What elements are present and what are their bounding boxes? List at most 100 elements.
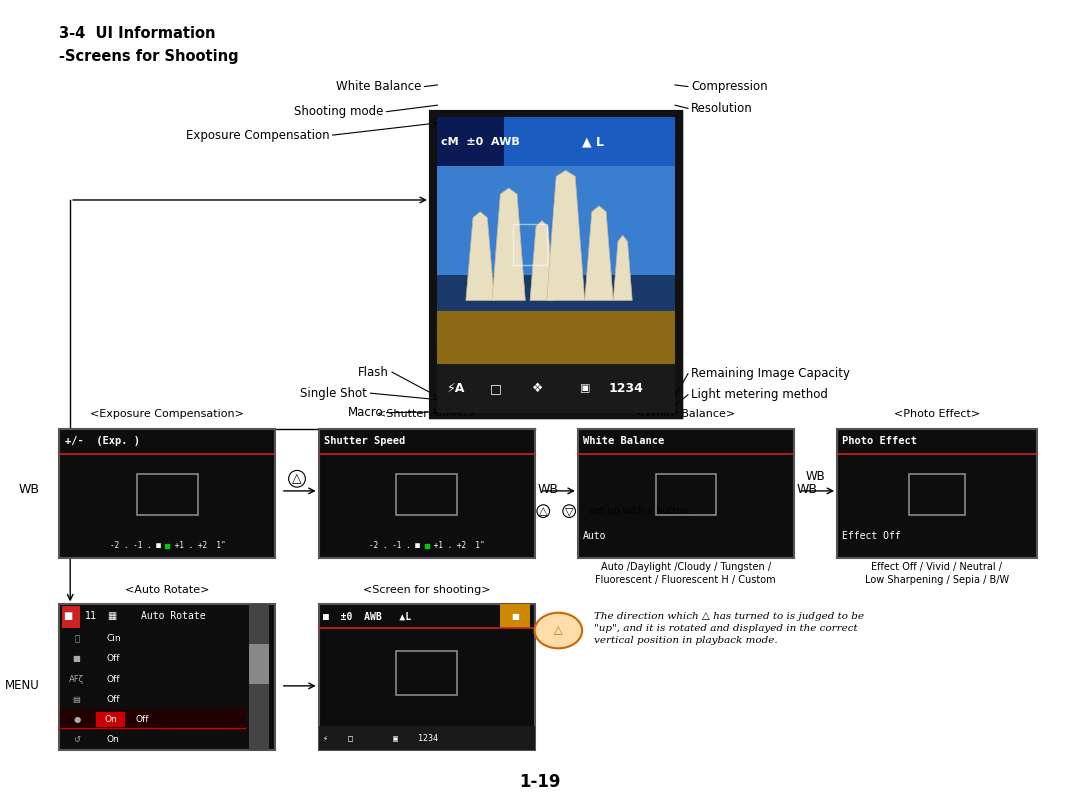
- Circle shape: [535, 612, 582, 648]
- Bar: [909, 474, 964, 515]
- Text: <Exposure Compensation>: <Exposure Compensation>: [91, 409, 244, 419]
- Bar: [500, 604, 530, 629]
- Text: Macro: Macro: [348, 406, 383, 419]
- Text: ▤: ▤: [72, 695, 81, 704]
- Text: ⚡    □        ▣    1234: ⚡ □ ▣ 1234: [323, 733, 437, 743]
- Text: ●: ●: [73, 715, 80, 724]
- Polygon shape: [465, 212, 495, 300]
- Text: ⏸: ⏸: [75, 634, 79, 643]
- Bar: [319, 429, 535, 558]
- Bar: [431, 112, 681, 417]
- Polygon shape: [546, 171, 584, 300]
- Text: ▽: ▽: [565, 506, 573, 516]
- Text: WB: WB: [538, 483, 558, 496]
- Text: ❖: ❖: [532, 382, 543, 395]
- Bar: [656, 474, 716, 515]
- Bar: [437, 117, 675, 166]
- Text: cM  ±0  AWB: cM ±0 AWB: [441, 137, 519, 146]
- Text: Effect Off / Vivid / Neutral /
Low Sharpening / Sepia / B/W: Effect Off / Vivid / Neutral / Low Sharp…: [865, 562, 1009, 585]
- Text: Off: Off: [107, 695, 121, 704]
- Text: Cin: Cin: [107, 634, 122, 643]
- Bar: [59, 604, 275, 750]
- Text: ■: ■: [63, 612, 72, 621]
- Text: WB: WB: [806, 470, 825, 483]
- Text: Photo Effect: Photo Effect: [842, 436, 917, 447]
- Bar: [137, 474, 198, 515]
- Text: △: △: [554, 625, 563, 636]
- Text: ↺: ↺: [73, 735, 80, 744]
- Bar: [431, 112, 681, 417]
- Text: AFζ: AFζ: [69, 675, 84, 684]
- Text: 11: 11: [85, 612, 97, 621]
- Text: Shooting mode: Shooting mode: [294, 105, 383, 118]
- Bar: [437, 311, 675, 364]
- Text: ▦: ▦: [107, 612, 117, 621]
- Text: White Balance: White Balance: [583, 436, 664, 447]
- Text: Exposure Compensation: Exposure Compensation: [186, 129, 329, 142]
- Text: The direction which △ has turned to is judged to be
"up", and it is rotated and : The direction which △ has turned to is j…: [594, 612, 864, 645]
- Bar: [513, 223, 546, 265]
- Text: Remaining Image Capacity: Remaining Image Capacity: [691, 367, 850, 380]
- Text: ■: ■: [511, 612, 519, 621]
- Text: -Screens for Shooting: -Screens for Shooting: [59, 49, 239, 64]
- Text: Light metering method: Light metering method: [691, 388, 828, 401]
- Bar: [62, 606, 80, 629]
- Text: <White Balance>: <White Balance>: [636, 409, 735, 419]
- Text: WB: WB: [19, 483, 40, 496]
- Bar: [319, 726, 535, 750]
- Text: Off: Off: [135, 715, 149, 724]
- Text: On: On: [107, 735, 120, 744]
- Text: △: △: [293, 472, 301, 485]
- Text: <Auto Rotate>: <Auto Rotate>: [125, 585, 210, 595]
- Bar: [396, 474, 457, 515]
- Text: 1-19: 1-19: [519, 773, 561, 791]
- Text: Auto Rotate: Auto Rotate: [141, 612, 206, 621]
- Text: Compression: Compression: [691, 80, 768, 93]
- Text: set up with a button.: set up with a button.: [589, 506, 691, 516]
- Text: ▣: ▣: [580, 383, 591, 393]
- Text: Flash: Flash: [357, 366, 389, 379]
- Text: <Photo Effect>: <Photo Effect>: [894, 409, 980, 419]
- Bar: [578, 429, 794, 558]
- Bar: [437, 117, 504, 166]
- Text: ■: ■: [72, 654, 81, 663]
- Text: MENU: MENU: [5, 680, 40, 693]
- Bar: [437, 364, 675, 413]
- Bar: [96, 713, 125, 726]
- Text: □: □: [489, 382, 501, 395]
- Text: ⚡A: ⚡A: [447, 382, 465, 395]
- Bar: [60, 709, 246, 728]
- Text: Shutter Speed: Shutter Speed: [324, 436, 405, 447]
- Text: 3-4  UI Information: 3-4 UI Information: [59, 26, 216, 41]
- Bar: [837, 429, 1037, 558]
- Bar: [396, 651, 457, 695]
- Text: -2 . -1 . ■ . +1 . +2  1": -2 . -1 . ■ . +1 . +2 1": [109, 541, 226, 550]
- Polygon shape: [613, 235, 632, 300]
- Text: Auto /Daylight /Cloudy / Tungsten /
Fluorescent / Fluorescent H / Custom: Auto /Daylight /Cloudy / Tungsten / Fluo…: [595, 562, 777, 585]
- Text: Auto: Auto: [583, 532, 607, 541]
- Text: On: On: [105, 715, 118, 724]
- Bar: [249, 644, 269, 684]
- Polygon shape: [492, 188, 525, 300]
- Text: +/-  (Exp. ): +/- (Exp. ): [65, 436, 139, 447]
- Text: -2 . -1 . ■ . +1 . +2  1": -2 . -1 . ■ . +1 . +2 1": [368, 541, 485, 550]
- Bar: [249, 604, 269, 750]
- Bar: [437, 275, 675, 364]
- Text: White Balance: White Balance: [336, 80, 421, 93]
- Text: ▲ L: ▲ L: [582, 135, 605, 148]
- Text: <Screen for shooting>: <Screen for shooting>: [363, 585, 490, 595]
- Text: 1234: 1234: [608, 382, 644, 395]
- Text: <Shutter Speed>: <Shutter Speed>: [377, 409, 476, 419]
- Polygon shape: [530, 221, 554, 300]
- Bar: [59, 429, 275, 558]
- Text: WB: WB: [797, 483, 818, 496]
- Text: Off: Off: [107, 654, 121, 663]
- Text: △: △: [539, 506, 548, 516]
- Text: Effect Off: Effect Off: [842, 532, 901, 541]
- Text: ■  ±0  AWB   ▲L: ■ ±0 AWB ▲L: [323, 612, 411, 621]
- Bar: [437, 166, 675, 364]
- Bar: [319, 604, 535, 750]
- Text: Single Shot: Single Shot: [300, 387, 367, 400]
- Text: Off: Off: [107, 675, 121, 684]
- Polygon shape: [584, 206, 613, 300]
